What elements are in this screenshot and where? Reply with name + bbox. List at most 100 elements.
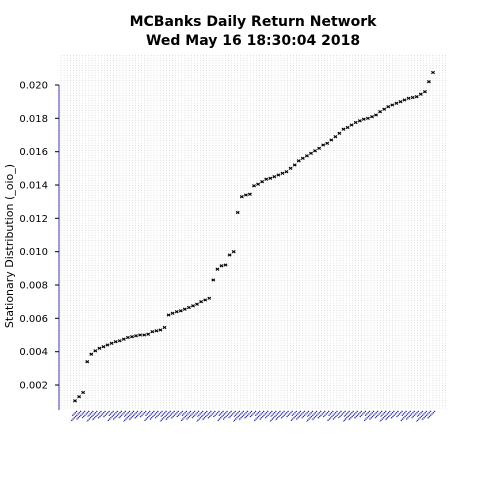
category-label-42 (238, 410, 249, 421)
category-label-33 (201, 410, 212, 421)
data-point-16 (138, 333, 143, 337)
data-point-10 (113, 340, 118, 344)
category-label-13 (123, 410, 131, 418)
category-label-29 (186, 410, 196, 420)
y-tick-label: 0.012 (19, 214, 48, 225)
data-point-50 (276, 173, 281, 177)
category-label-82 (400, 410, 412, 422)
category-label-22 (160, 410, 167, 418)
data-point-20 (154, 329, 159, 333)
data-point-3 (85, 360, 90, 364)
category-label-71 (359, 410, 367, 418)
category-label-76 (380, 410, 387, 418)
category-label-87 (421, 410, 432, 421)
data-point-70 (357, 119, 362, 123)
data-point-64 (333, 135, 338, 139)
category-label-77 (379, 410, 391, 422)
category-label-55 (290, 410, 302, 422)
category-label-69 (348, 410, 359, 421)
category-label-39 (228, 410, 237, 419)
data-point-24 (170, 311, 175, 315)
chart-subtitle: Wed May 16 18:30:04 2018 (146, 33, 360, 49)
y-axis-label: Stationary Distribution (_oio_) (3, 164, 16, 328)
y-tick-label: 0.014 (19, 181, 48, 192)
y-tick-label: 0.018 (19, 114, 48, 125)
category-label-35 (212, 410, 220, 418)
data-point-66 (341, 127, 346, 131)
data-point-81 (402, 98, 407, 102)
category-label-74 (369, 410, 379, 420)
data-point-60 (317, 146, 322, 150)
y-tick-label: 0.010 (19, 247, 48, 258)
data-point-67 (345, 125, 350, 130)
category-label-72 (364, 410, 371, 417)
category-label-51 (274, 410, 285, 421)
data-point-88 (431, 70, 435, 75)
category-label-45 (254, 410, 261, 417)
category-label-86 (415, 410, 428, 422)
data-point-51 (280, 171, 285, 175)
category-label-10 (107, 410, 119, 422)
category-label-54 (291, 410, 298, 417)
data-point-57 (304, 154, 309, 158)
category-label-6 (91, 410, 102, 421)
category-label-57 (301, 410, 310, 419)
data-point-34 (211, 278, 216, 282)
data-point-85 (418, 92, 423, 96)
category-label-25 (170, 410, 180, 420)
data-point-75 (378, 110, 383, 114)
data-point-84 (414, 95, 419, 99)
data-point-80 (398, 100, 403, 104)
data-point-77 (386, 105, 391, 109)
data-point-36 (219, 264, 224, 268)
y-tick-label: 0.006 (19, 314, 48, 325)
data-point-59 (313, 149, 317, 153)
data-point-0 (73, 399, 77, 403)
data-point-43 (247, 192, 252, 196)
data-point-17 (142, 333, 147, 337)
data-point-48 (268, 176, 273, 180)
data-point-26 (178, 309, 183, 313)
data-point-87 (426, 80, 431, 84)
data-point-15 (134, 334, 138, 338)
data-point-40 (235, 210, 240, 215)
grid (60, 55, 446, 410)
data-point-71 (361, 117, 366, 121)
data-point-86 (422, 90, 427, 94)
category-label-5 (86, 410, 98, 422)
category-label-62 (322, 410, 330, 418)
data-point-55 (296, 159, 301, 163)
data-point-69 (353, 120, 358, 125)
category-label-41 (232, 410, 245, 422)
data-point-23 (166, 313, 171, 317)
data-point-63 (329, 138, 334, 142)
category-label-79 (390, 410, 399, 420)
category-label-34 (207, 410, 216, 420)
category-label-27 (181, 410, 188, 417)
y-axis-ticks: 0.002 0.004 0.006 0.008 0.010 0.012 0.014 0.016… (19, 81, 59, 392)
data-point-54 (292, 163, 297, 167)
data-point-8 (105, 343, 110, 347)
category-label-0 (71, 410, 78, 417)
category-label-88 (426, 410, 436, 420)
data-point-73 (370, 115, 374, 119)
category-label-81 (401, 410, 407, 417)
data-point-1 (77, 395, 82, 399)
category-label-18 (144, 410, 151, 417)
category-label-32 (196, 410, 208, 422)
data-point-65 (337, 131, 342, 135)
category-label-61 (317, 410, 326, 420)
category-label-11 (112, 410, 123, 420)
data-point-21 (158, 328, 163, 332)
data-point-7 (101, 345, 106, 349)
y-tick-label: 0.020 (19, 81, 48, 92)
data-point-79 (394, 101, 399, 105)
data-point-25 (174, 310, 179, 314)
category-label-36 (218, 410, 224, 417)
data-point-38 (227, 253, 232, 257)
category-label-1 (70, 410, 82, 422)
category-label-83 (405, 410, 416, 420)
category-label-2 (76, 410, 86, 420)
category-label-73 (363, 410, 375, 422)
